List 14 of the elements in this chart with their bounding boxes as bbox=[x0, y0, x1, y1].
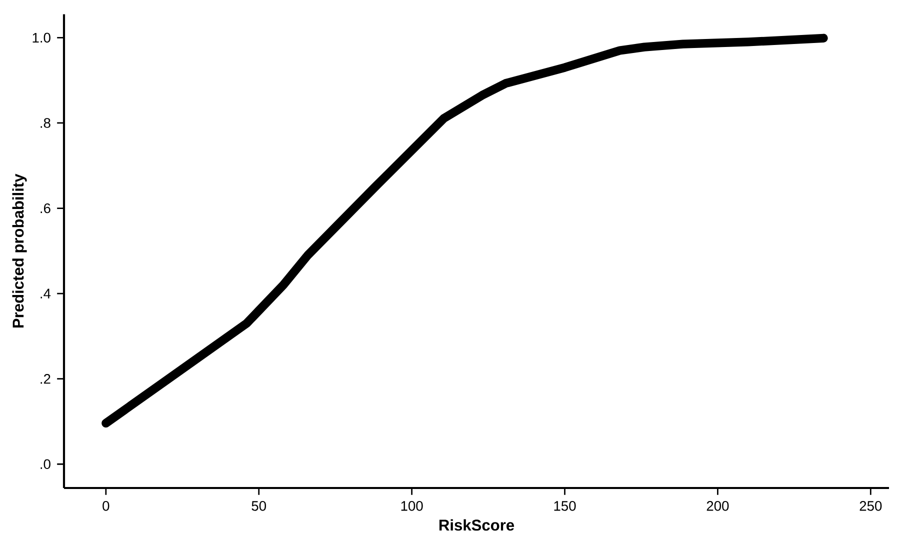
y-tick-label: .0 bbox=[40, 459, 50, 470]
x-tick-label: 100 bbox=[401, 501, 423, 511]
y-tick-label: .2 bbox=[40, 374, 50, 384]
y-tick-label: .8 bbox=[40, 118, 50, 128]
x-tick-label: 50 bbox=[252, 501, 266, 511]
x-tick-label: 200 bbox=[706, 501, 729, 511]
x-axis-title: RiskScore bbox=[439, 519, 514, 531]
y-tick-label: .4 bbox=[40, 288, 51, 298]
y-axis-title: Predicted probability bbox=[12, 174, 27, 328]
y-tick-label: 1.0 bbox=[32, 32, 50, 43]
x-tick-label: 250 bbox=[860, 501, 882, 511]
x-tick-label: 150 bbox=[554, 501, 576, 511]
x-tick-label: 0 bbox=[102, 501, 110, 511]
y-tick-label: .6 bbox=[40, 203, 50, 214]
